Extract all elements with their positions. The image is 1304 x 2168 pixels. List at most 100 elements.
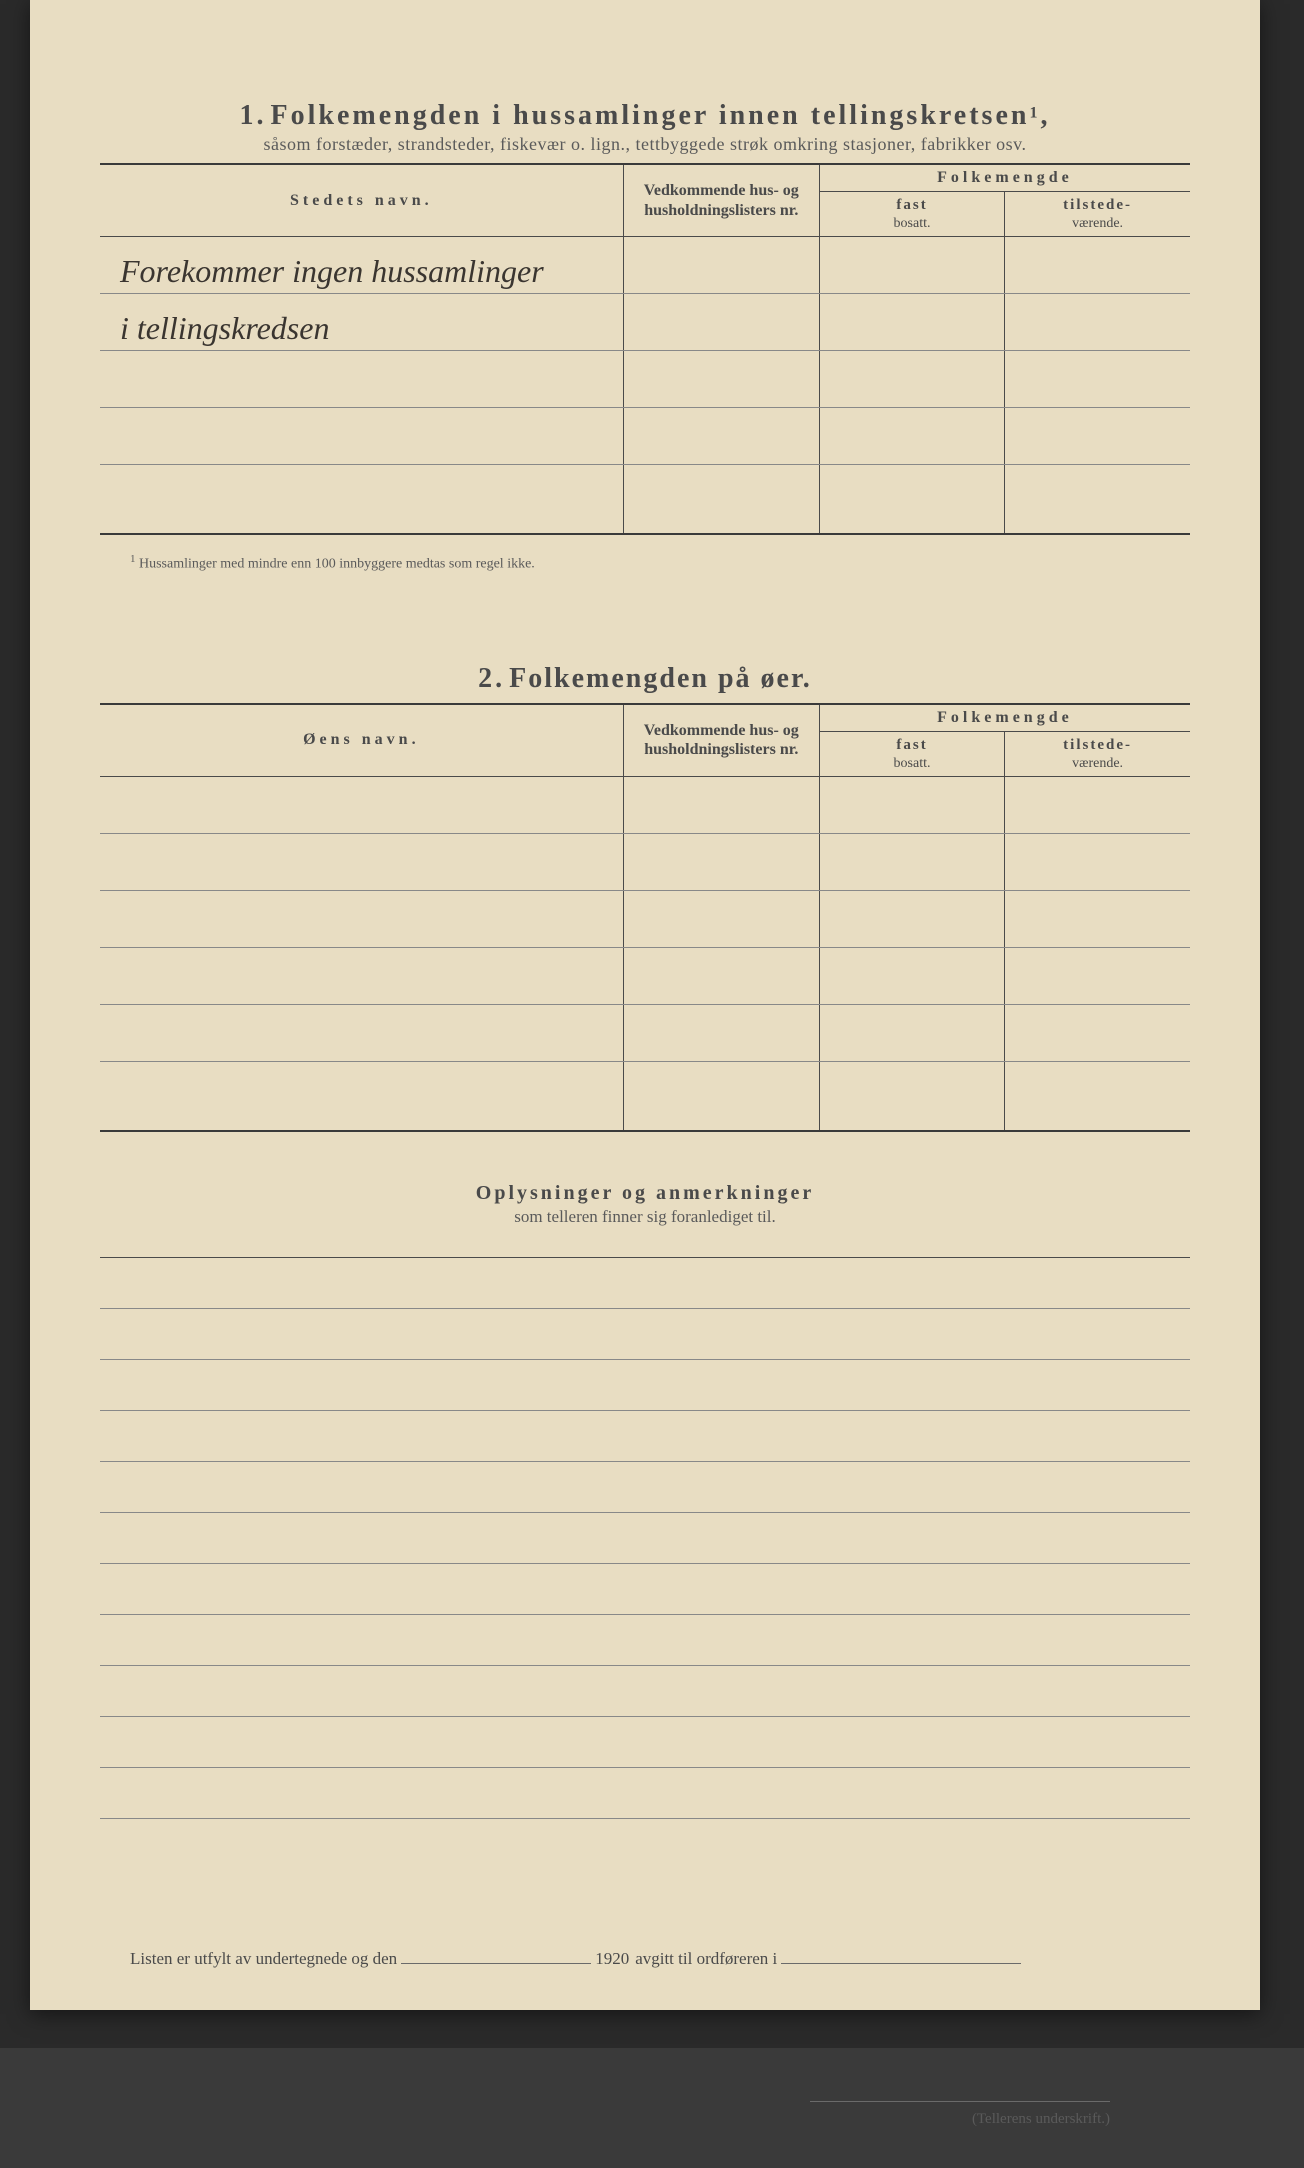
section2-col-fast: fast bosatt.: [819, 731, 1004, 776]
section1-row4-lists: [623, 408, 819, 465]
notes-title: Oplysninger og anmerkninger: [100, 1182, 1190, 1205]
table-row: [623, 947, 819, 1004]
section2-col-folke: Folkemengde: [819, 704, 1190, 732]
section1-row1-tilstede: [1005, 237, 1190, 294]
ruled-line: [100, 1666, 1190, 1717]
footer-middle: avgitt til ordføreren i: [635, 1949, 777, 1969]
ruled-line: [100, 1462, 1190, 1513]
signature-label: (Tellerens underskrift.): [100, 2111, 1110, 2128]
footer-blank-place: [781, 1963, 1021, 1964]
signature-area: (Tellerens underskrift.): [100, 2089, 1190, 2128]
section2-title: Folkemengden på øer.: [509, 663, 812, 694]
table-row: [100, 1061, 623, 1131]
section1-body: Forekommer ingen hussamlinger i tellings…: [100, 237, 1190, 535]
section1-title: Folkemengden i hussamlinger innen tellin…: [271, 100, 1030, 131]
table-row: [819, 833, 1004, 890]
section1-header: 1. Folkemengden i hussamlinger innen tel…: [100, 100, 1190, 155]
section1-row5-name: [100, 465, 623, 535]
footer-prefix: Listen er utfylt av undertegnede og den: [130, 1949, 397, 1969]
section1-row4-fast: [819, 408, 1004, 465]
table-row: [1005, 1061, 1190, 1131]
section2-number: 2.: [478, 663, 505, 694]
section1-col-tilstede: tilstede- værende.: [1005, 192, 1190, 237]
footer-blank-date: [401, 1963, 591, 1964]
table-row: [100, 833, 623, 890]
section1-tilstede-top: tilstede-: [1063, 197, 1132, 213]
paper-sheet: 1. Folkemengden i hussamlinger innen tel…: [30, 0, 1260, 2010]
table-row: [100, 776, 623, 833]
footnote-sup: 1: [130, 553, 136, 565]
ruled-line: [100, 1615, 1190, 1666]
table-row: [100, 947, 623, 1004]
notes-subtitle: som telleren finner sig foranlediget til…: [100, 1207, 1190, 1227]
section1-col-folke: Folkemengde: [819, 164, 1190, 192]
section1-col-fast: fast bosatt.: [819, 192, 1004, 237]
section2: 2. Folkemengden på øer. Øens navn. Vedko…: [100, 663, 1190, 1132]
page-background: 1. Folkemengden i hussamlinger innen tel…: [0, 0, 1304, 2048]
section1-col-lists: Vedkommende hus- og husholdningslisters …: [623, 164, 819, 237]
section1-number: 1.: [240, 100, 267, 131]
ruled-line: [100, 1411, 1190, 1462]
section1-row4-tilstede: [1005, 408, 1190, 465]
section2-tilstede-top: tilstede-: [1063, 737, 1132, 753]
ruled-line: [100, 1257, 1190, 1309]
section1-subtitle: såsom forstæder, strandsteder, fiskevær …: [100, 134, 1190, 155]
notes-header: Oplysninger og anmerkninger som telleren…: [100, 1182, 1190, 1227]
table-row: [1005, 947, 1190, 1004]
ruled-line: [100, 1309, 1190, 1360]
section2-col-tilstede: tilstede- værende.: [1005, 731, 1190, 776]
table-row: [819, 1061, 1004, 1131]
section1-comma: ,: [1040, 100, 1050, 131]
section2-col-lists: Vedkommende hus- og husholdningslisters …: [623, 704, 819, 777]
section1-footnote: 1 Hussamlinger med mindre enn 100 innbyg…: [100, 553, 1190, 573]
content-area: 1. Folkemengden i hussamlinger innen tel…: [30, 0, 1260, 2168]
footer-year: 1920: [595, 1949, 629, 1969]
ruled-line: [100, 1360, 1190, 1411]
table-row: [623, 776, 819, 833]
section1-table: Stedets navn. Vedkommende hus- og hushol…: [100, 163, 1190, 535]
table-row: [1005, 1004, 1190, 1061]
section1-col-name: Stedets navn.: [100, 164, 623, 237]
section1-title-line: 1. Folkemengden i hussamlinger innen tel…: [100, 100, 1190, 132]
section2-header: 2. Folkemengden på øer.: [100, 663, 1190, 695]
table-row: [1005, 833, 1190, 890]
table-row: [623, 890, 819, 947]
table-row: [100, 890, 623, 947]
section1-fast-bottom: bosatt.: [894, 216, 931, 231]
section1-row2-lists: [623, 294, 819, 351]
table-row: [819, 947, 1004, 1004]
table-row: [819, 776, 1004, 833]
section1-row5-lists: [623, 465, 819, 535]
table-row: [1005, 776, 1190, 833]
section1-row4-name: [100, 408, 623, 465]
section2-table: Øens navn. Vedkommende hus- og husholdni…: [100, 703, 1190, 1132]
section1-row3-lists: [623, 351, 819, 408]
section1-row3-tilstede: [1005, 351, 1190, 408]
section1-title-sup: 1: [1029, 105, 1040, 122]
ruled-line: [100, 1768, 1190, 1819]
section1-row2-tilstede: [1005, 294, 1190, 351]
section1-row3-name: [100, 351, 623, 408]
footnote-text: Hussamlinger med mindre enn 100 innbygge…: [139, 557, 535, 572]
section1-row1-name: Forekommer ingen hussamlinger: [100, 237, 623, 294]
handwriting-line2: i tellingskredsen: [120, 310, 329, 346]
section2-fast-bottom: bosatt.: [894, 756, 931, 771]
table-row: [1005, 890, 1190, 947]
section1-row5-tilstede: [1005, 465, 1190, 535]
section1-row1-lists: [623, 237, 819, 294]
ruled-line: [100, 1564, 1190, 1615]
notes-ruled-area: [100, 1257, 1190, 1819]
section2-tilstede-bottom: værende.: [1072, 756, 1123, 771]
section1-fast-top: fast: [896, 197, 927, 213]
section1-row1-fast: [819, 237, 1004, 294]
section1-row2-name: i tellingskredsen: [100, 294, 623, 351]
table-row: [623, 1004, 819, 1061]
ruled-line: [100, 1513, 1190, 1564]
table-row: [623, 833, 819, 890]
section1-row3-fast: [819, 351, 1004, 408]
section2-body: [100, 776, 1190, 1131]
footer-line: Listen er utfylt av undertegnede og den …: [100, 1949, 1190, 1969]
table-row: [819, 890, 1004, 947]
section2-col-name: Øens navn.: [100, 704, 623, 777]
table-row: [623, 1061, 819, 1131]
